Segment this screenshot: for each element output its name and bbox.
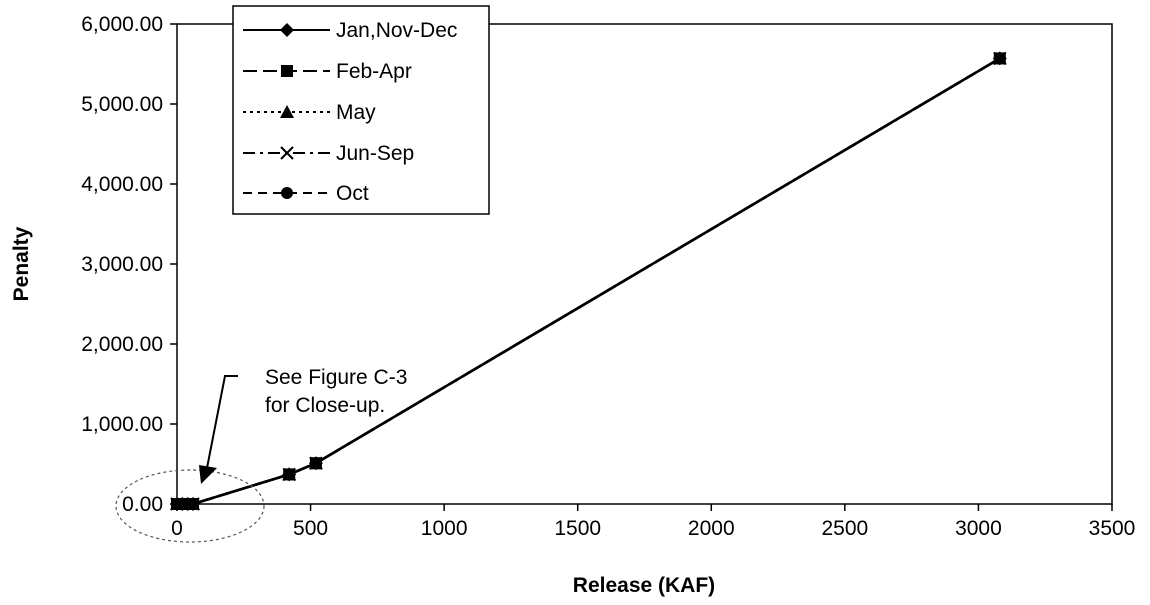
x-tick-label: 2000 <box>688 517 735 540</box>
x-tick-label: 500 <box>293 517 328 540</box>
legend-item: Feb-Apr <box>243 60 412 83</box>
legend-label: May <box>336 101 376 124</box>
annotation-leader-line <box>206 375 238 469</box>
legend-item: Oct <box>243 182 369 205</box>
annotation-line-1: See Figure C-3 <box>265 366 407 389</box>
y-tick-label: 3,000.00 <box>81 253 163 276</box>
data-point-x <box>280 146 294 160</box>
y-tick-label: 6,000.00 <box>81 13 163 36</box>
data-point-circle <box>187 498 200 510</box>
legend-label: Jun-Sep <box>336 142 414 165</box>
data-point-circle <box>993 52 1006 65</box>
y-tick-label: 1,000.00 <box>81 413 163 436</box>
legend-item: Jan,Nov-Dec <box>243 19 457 42</box>
legend-item: Jun-Sep <box>243 142 414 165</box>
data-point-diamond <box>280 23 294 37</box>
annotation-line-2: for Close-up. <box>265 394 385 417</box>
series-oct <box>171 52 1006 510</box>
x-tick-label: 0 <box>171 517 183 540</box>
data-point-triangle <box>280 105 294 118</box>
legend-box <box>232 5 490 215</box>
annotation-arrowhead-icon <box>199 465 217 484</box>
x-axis-title: Release (KAF) <box>573 574 715 597</box>
legend-label: Feb-Apr <box>336 60 412 83</box>
data-point-circle <box>309 457 322 470</box>
series-layer <box>170 51 1007 511</box>
legend: Jan,Nov-Dec Feb-Apr May Jun-Sep Oct <box>232 5 490 215</box>
data-point-square <box>281 65 293 77</box>
y-tick-label: 4,000.00 <box>81 173 163 196</box>
x-tick-label: 3500 <box>1089 517 1136 540</box>
y-axis: 0.00 1,000.00 2,000.00 3,000.00 4,000.00 5,00… <box>81 13 177 516</box>
legend-item: May <box>243 101 376 124</box>
x-axis: 0 500 1000 1500 2000 2500 3000 3500 <box>171 504 1135 540</box>
y-tick-label: 5,000.00 <box>81 93 163 116</box>
data-point-circle <box>283 468 296 481</box>
x-tick-label: 1000 <box>421 517 468 540</box>
annotation: See Figure C-3 for Close-up. <box>199 366 407 484</box>
x-tick-label: 3000 <box>955 517 1002 540</box>
y-axis-title: Penalty <box>10 226 33 301</box>
closeup-region-ellipse <box>115 469 265 543</box>
data-point-circle <box>281 187 293 199</box>
x-tick-label: 1500 <box>554 517 601 540</box>
y-tick-label: 2,000.00 <box>81 333 163 356</box>
legend-label: Oct <box>336 182 369 205</box>
y-tick-label: 0.00 <box>122 493 163 516</box>
legend-label: Jan,Nov-Dec <box>336 19 457 42</box>
x-tick-label: 2500 <box>821 517 868 540</box>
